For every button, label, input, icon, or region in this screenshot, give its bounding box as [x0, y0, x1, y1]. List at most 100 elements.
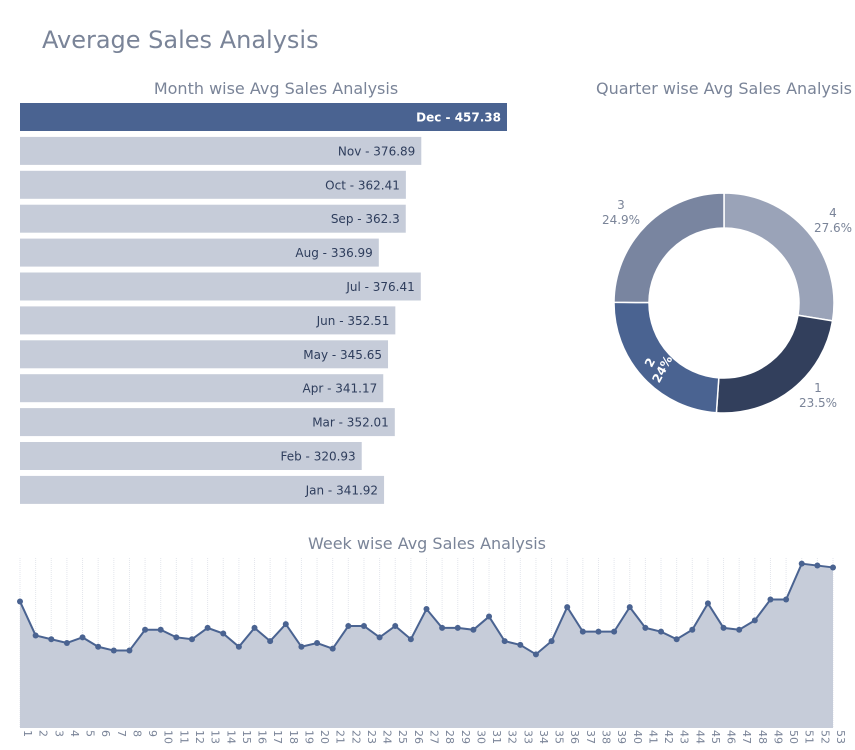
week-point-6[interactable]	[95, 643, 102, 650]
week-point-50[interactable]	[783, 596, 790, 603]
week-point-8[interactable]	[126, 647, 133, 654]
bar-mar[interactable]	[20, 408, 395, 437]
week-point-21[interactable]	[329, 645, 336, 652]
x-tick-13: 13	[209, 730, 222, 744]
week-point-42[interactable]	[658, 628, 665, 635]
week-point-43[interactable]	[673, 636, 680, 643]
x-tick-44: 44	[693, 730, 706, 744]
week-point-14[interactable]	[220, 630, 227, 637]
week-point-1[interactable]	[17, 598, 23, 605]
week-point-16[interactable]	[251, 624, 258, 631]
x-tick-27: 27	[428, 730, 441, 744]
bar-label-aug: Aug - 336.99	[295, 246, 372, 260]
week-point-19[interactable]	[298, 643, 305, 650]
week-point-12[interactable]	[188, 636, 195, 643]
week-point-46[interactable]	[720, 624, 727, 631]
week-point-22[interactable]	[345, 623, 352, 629]
week-point-48[interactable]	[751, 617, 758, 624]
bar-label-may: May - 345.65	[303, 348, 382, 362]
week-point-2[interactable]	[32, 632, 39, 639]
x-tick-40: 40	[631, 730, 644, 744]
bar-apr[interactable]	[20, 374, 384, 403]
bar-jul[interactable]	[20, 272, 421, 301]
week-point-10[interactable]	[157, 626, 164, 633]
week-point-29[interactable]	[454, 624, 461, 631]
page-title: Average Sales Analysis	[42, 26, 319, 54]
week-point-4[interactable]	[63, 640, 70, 646]
week-point-17[interactable]	[267, 638, 274, 645]
week-point-5[interactable]	[79, 634, 86, 641]
bar-jun[interactable]	[20, 306, 396, 335]
week-point-23[interactable]	[360, 623, 367, 629]
week-point-15[interactable]	[235, 643, 242, 650]
week-point-37[interactable]	[579, 628, 586, 635]
week-point-30[interactable]	[470, 626, 477, 633]
week-point-7[interactable]	[110, 647, 117, 654]
x-tick-18: 18	[287, 730, 300, 744]
week-point-44[interactable]	[689, 626, 696, 633]
bar-label-nov: Nov - 376.89	[338, 144, 415, 158]
week-point-45[interactable]	[704, 600, 711, 607]
bar-nov[interactable]	[20, 136, 422, 165]
bar-oct[interactable]	[20, 170, 406, 199]
week-point-33[interactable]	[517, 641, 524, 648]
x-tick-25: 25	[396, 730, 409, 744]
x-tick-49: 49	[771, 730, 784, 744]
week-point-26[interactable]	[407, 636, 414, 643]
week-point-41[interactable]	[642, 624, 649, 631]
donut-slice-3[interactable]	[613, 192, 725, 304]
week-point-32[interactable]	[501, 638, 508, 645]
week-point-34[interactable]	[532, 651, 539, 658]
donut-percent-3: 24.9%	[602, 213, 640, 227]
x-tick-24: 24	[381, 730, 394, 744]
week-point-39[interactable]	[611, 628, 618, 635]
bar-label-sep: Sep - 362.3	[331, 212, 400, 226]
x-tick-14: 14	[224, 730, 237, 744]
x-tick-43: 43	[678, 730, 691, 744]
week-point-11[interactable]	[173, 634, 180, 641]
bar-jan[interactable]	[20, 475, 385, 504]
week-point-31[interactable]	[486, 613, 493, 620]
bar-dec[interactable]	[20, 103, 507, 131]
x-tick-53: 53	[834, 730, 847, 744]
x-tick-48: 48	[756, 730, 769, 744]
donut-slice-4[interactable]	[723, 192, 835, 322]
donut-label-3: 3	[617, 198, 625, 212]
bar-aug[interactable]	[20, 238, 379, 267]
week-point-38[interactable]	[595, 628, 602, 635]
x-tick-20: 20	[318, 730, 331, 744]
week-point-53[interactable]	[830, 564, 836, 571]
bar-feb[interactable]	[20, 442, 362, 470]
x-tick-9: 9	[146, 730, 159, 737]
x-tick-35: 35	[553, 730, 566, 744]
week-point-40[interactable]	[626, 604, 633, 611]
week-point-28[interactable]	[439, 624, 446, 631]
week-point-47[interactable]	[736, 626, 743, 633]
week-point-18[interactable]	[282, 621, 289, 628]
week-point-51[interactable]	[798, 560, 805, 567]
x-tick-5: 5	[84, 730, 97, 737]
week-point-52[interactable]	[814, 562, 821, 569]
x-tick-38: 38	[599, 730, 612, 744]
week-point-27[interactable]	[423, 606, 430, 612]
week-point-49[interactable]	[767, 596, 774, 603]
week-point-9[interactable]	[142, 626, 149, 633]
x-tick-46: 46	[725, 730, 738, 744]
week-point-3[interactable]	[48, 636, 55, 643]
week-point-35[interactable]	[548, 638, 555, 645]
bar-may[interactable]	[20, 340, 389, 369]
x-tick-30: 30	[474, 730, 487, 744]
week-point-25[interactable]	[392, 623, 399, 629]
x-tick-29: 29	[459, 730, 472, 744]
bar-sep[interactable]	[20, 204, 406, 233]
x-tick-36: 36	[568, 730, 581, 744]
x-tick-50: 50	[787, 730, 800, 744]
week-point-36[interactable]	[564, 604, 571, 611]
week-point-20[interactable]	[314, 640, 321, 646]
x-tick-8: 8	[130, 730, 143, 737]
week-point-13[interactable]	[204, 624, 211, 631]
week-point-24[interactable]	[376, 634, 383, 641]
x-tick-47: 47	[740, 730, 753, 744]
month-chart-title: Month wise Avg Sales Analysis	[154, 79, 398, 98]
